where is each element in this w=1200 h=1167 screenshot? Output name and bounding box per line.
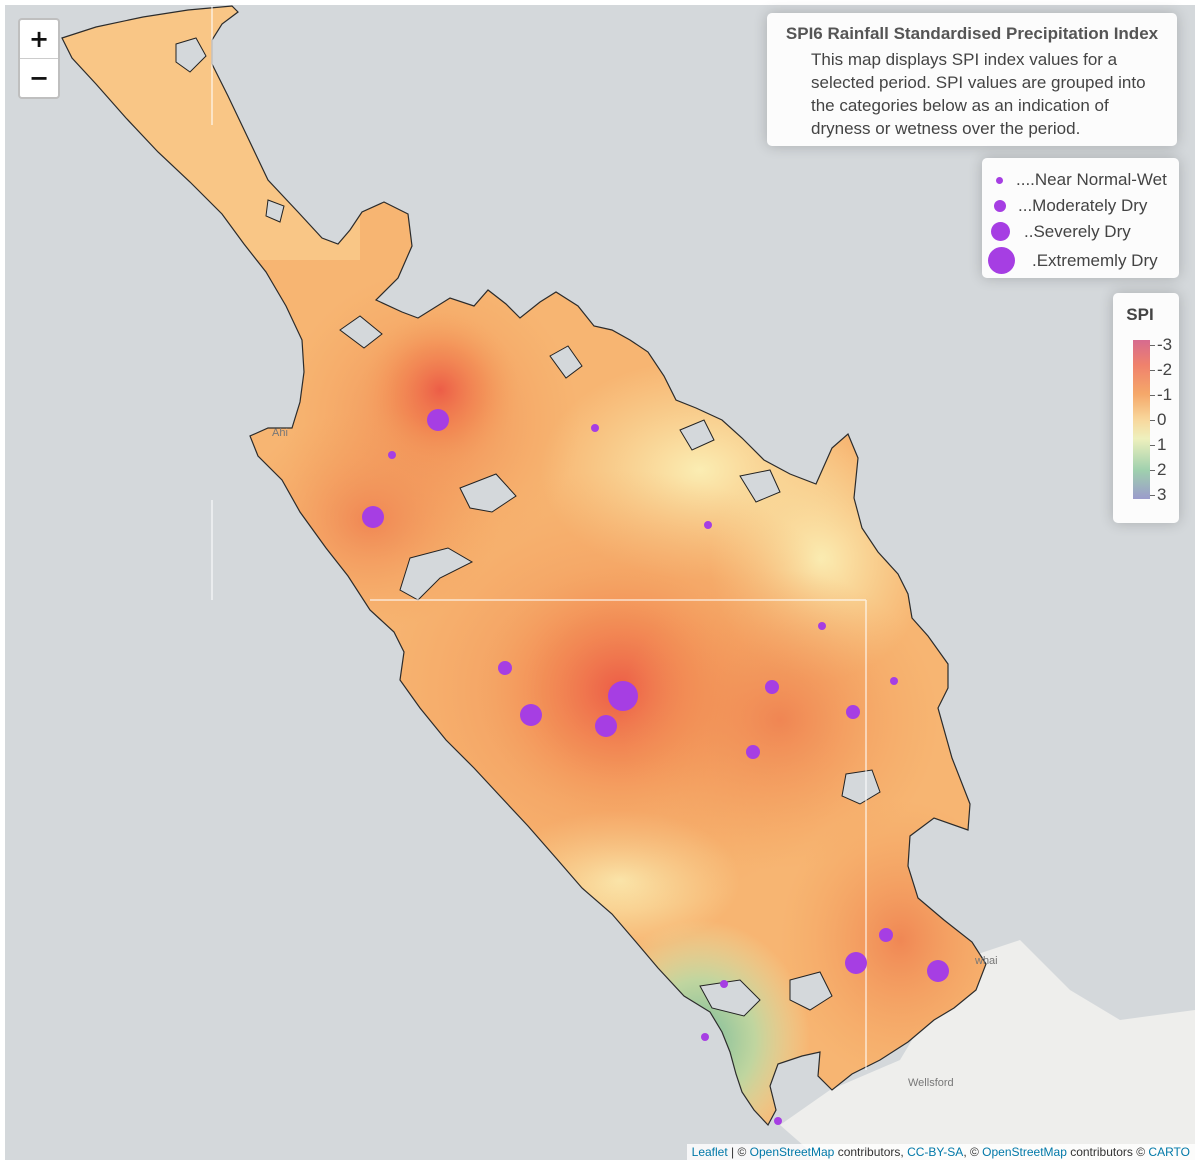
station-marker[interactable] <box>520 704 542 726</box>
scale-label: 1 <box>1157 435 1167 454</box>
attribution-text: | © <box>727 1145 750 1159</box>
scale-label: -3 <box>1157 335 1173 354</box>
scale-title: SPI <box>1126 305 1154 324</box>
scale-tick <box>1150 495 1155 496</box>
zoom-control: + − <box>18 18 60 99</box>
legend-dot-xlarge <box>988 247 1015 274</box>
spi-color-scale: SPI -3 -2 -1 0 1 2 3 <box>1113 293 1179 523</box>
island-east <box>1182 1015 1195 1060</box>
station-marker[interactable] <box>498 661 512 675</box>
scale-tick <box>1150 420 1155 421</box>
cc-by-sa-link[interactable]: CC-BY-SA <box>907 1145 964 1159</box>
scale-label: 3 <box>1157 485 1167 504</box>
map-canvas[interactable]: Wellsford Ahi whai <box>5 5 1195 1160</box>
land-background-southeast <box>780 940 1195 1160</box>
attribution-text: , © <box>963 1145 983 1159</box>
carto-link[interactable]: CARTO <box>1148 1145 1190 1159</box>
zoom-in-button[interactable]: + <box>28 25 50 53</box>
category-legend: ....Near Normal-Wet ...Moderately Dry ..… <box>982 158 1179 278</box>
scale-label: -1 <box>1157 385 1173 404</box>
station-marker[interactable] <box>595 715 617 737</box>
attribution-text: contributors, <box>834 1145 908 1159</box>
scale-label: 2 <box>1157 460 1167 479</box>
place-label-ahi: Ahi <box>272 427 288 439</box>
station-marker[interactable] <box>362 506 384 528</box>
leaflet-link[interactable]: Leaflet <box>691 1145 728 1159</box>
station-marker[interactable] <box>765 680 779 694</box>
scale-gradient-bar <box>1133 340 1150 499</box>
info-panel: SPI6 Rainfall Standardised Precipitation… <box>767 13 1177 146</box>
station-markers[interactable] <box>362 409 949 1125</box>
scale-label: 0 <box>1157 410 1167 429</box>
station-marker[interactable] <box>591 424 599 432</box>
legend-item-near-normal-wet: ....Near Normal-Wet <box>982 168 1179 192</box>
station-marker[interactable] <box>890 677 898 685</box>
legend-label: ....Near Normal-Wet <box>1016 170 1167 189</box>
legend-label: ..Severely Dry <box>1024 222 1131 241</box>
legend-dot-small <box>996 177 1003 184</box>
station-marker[interactable] <box>701 1033 709 1041</box>
harbours <box>175 37 881 1017</box>
scale-tick <box>1150 345 1155 346</box>
station-marker[interactable] <box>845 952 867 974</box>
map-title: SPI6 Rainfall Standardised Precipitation… <box>785 24 1159 43</box>
place-label-wellsford: Wellsford <box>908 1077 954 1089</box>
map-attribution: Leaflet | © OpenStreetMap contributors, … <box>686 1144 1195 1160</box>
scale-tick <box>1150 470 1155 471</box>
station-marker[interactable] <box>818 622 826 630</box>
osm-link[interactable]: OpenStreetMap <box>982 1145 1067 1159</box>
legend-label: ...Moderately Dry <box>1018 196 1148 215</box>
station-marker[interactable] <box>720 980 728 988</box>
scale-label: -2 <box>1157 360 1173 379</box>
station-marker[interactable] <box>774 1117 782 1125</box>
station-marker[interactable] <box>746 745 760 759</box>
legend-item-severely-dry: ..Severely Dry <box>982 220 1179 244</box>
legend-dot-large <box>991 222 1010 241</box>
zoom-out-button[interactable]: − <box>20 58 58 97</box>
legend-dot-medium <box>994 200 1006 212</box>
station-marker[interactable] <box>846 705 860 719</box>
station-marker[interactable] <box>388 451 396 459</box>
tile-seams <box>211 6 867 1070</box>
scale-tick <box>1150 445 1155 446</box>
map-description: This map displays SPI index values for a… <box>811 50 1146 138</box>
station-marker[interactable] <box>427 409 449 431</box>
station-marker[interactable] <box>608 681 638 711</box>
attribution-text: contributors © <box>1066 1145 1149 1159</box>
station-marker[interactable] <box>704 521 712 529</box>
scale-tick <box>1150 370 1155 371</box>
station-marker[interactable] <box>879 928 893 942</box>
place-label-whai: whai <box>974 955 998 967</box>
legend-item-extremely-dry: .Extrememly Dry <box>982 247 1179 274</box>
legend-item-moderately-dry: ...Moderately Dry <box>982 194 1179 218</box>
osm-link[interactable]: OpenStreetMap <box>749 1145 835 1159</box>
scale-tick <box>1150 395 1155 396</box>
station-marker[interactable] <box>927 960 949 982</box>
legend-label: .Extrememly Dry <box>1032 251 1158 270</box>
